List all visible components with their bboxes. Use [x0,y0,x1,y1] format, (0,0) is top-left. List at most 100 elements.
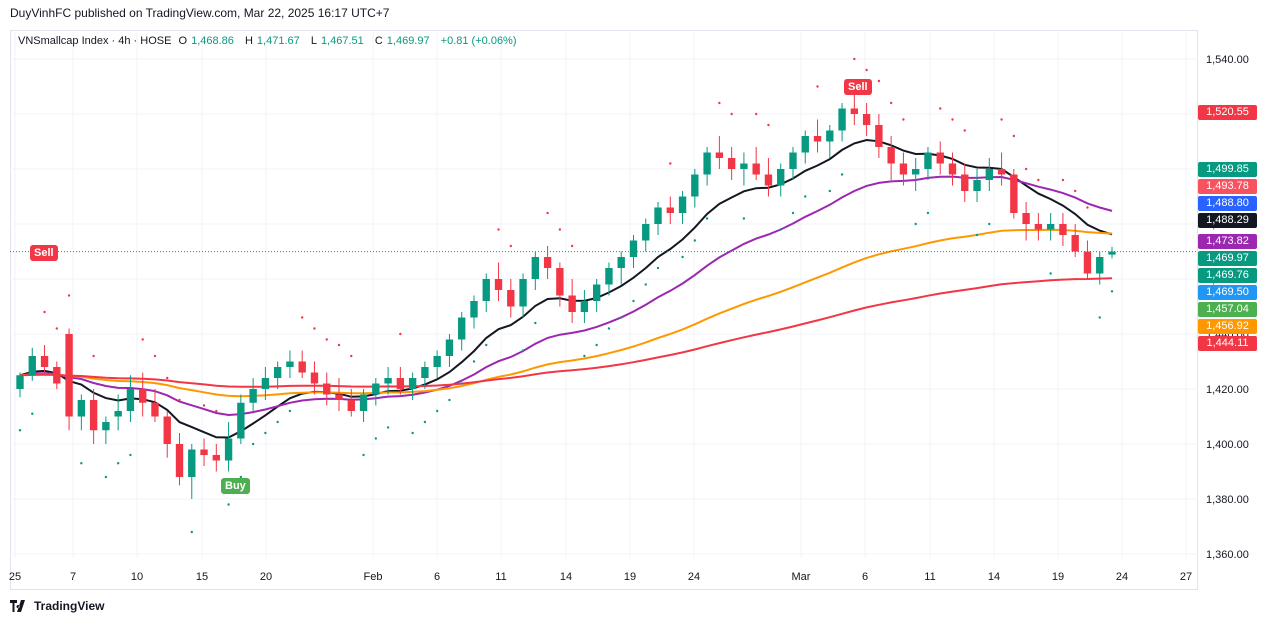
candle-body [654,207,662,224]
x-tick-label: 14 [988,571,1000,583]
band-dot [656,266,660,270]
candle-body [102,422,110,431]
band-dot [350,354,353,358]
signal-sell-label: Sell [844,79,872,95]
x-tick-label: 11 [495,571,506,583]
tradingview-footer[interactable]: TradingView [10,599,104,613]
candle-body [764,174,773,186]
x-tick-label: 6 [862,571,868,583]
band-dot [18,429,22,432]
candle-body [1010,174,1018,213]
price-badge: 1,499.85 [1198,162,1257,178]
candle-body [617,257,625,268]
band-dot [43,310,46,314]
band-dot [570,244,574,248]
band-dot [1024,167,1028,171]
band-dot [178,398,181,402]
candle-body [642,224,650,241]
candle-body [372,383,380,395]
x-tick-label: 6 [434,571,440,583]
band-dot [1037,178,1040,182]
band-dot [1073,189,1077,193]
band-dot [337,343,341,347]
band-dot [276,420,279,424]
candle-body [1022,213,1030,224]
candle-body [850,108,859,114]
candle-body [777,169,785,186]
candle-body [53,367,61,384]
tradingview-logo-icon [10,600,25,612]
band-dot [644,283,647,286]
ohlc-close: C 1,469.97 [374,35,430,47]
band-dot [914,222,917,226]
band-dot [718,101,721,105]
candle-body [752,163,760,175]
band-dot [1000,118,1003,121]
candle-body [789,152,797,169]
candle-body [347,400,355,411]
candle-body [224,438,233,461]
candle-body [568,295,576,312]
candle-body [1083,251,1092,274]
band-dot [497,228,500,231]
band-dot [963,129,966,132]
price-badge: 1,469.50 [1198,284,1257,300]
band-dot [202,404,206,407]
ema-line [19,228,1113,398]
symbol-label[interactable]: VNSmallcap Index · 4h · HOSE [18,35,172,47]
band-dot [877,79,881,83]
band-dot [448,398,451,402]
candle-body [458,317,466,340]
band-dot [1049,272,1052,275]
candle-body [126,389,135,411]
candle-body [1046,224,1055,230]
band-dot [251,442,255,446]
candle-body [1108,251,1116,255]
band-dot [558,228,562,231]
band-dot [485,343,488,347]
x-tick-label: Mar [792,571,811,583]
price-badge: 1,469.97 [1198,250,1257,266]
candle-body [237,402,245,439]
band-dot [693,239,697,242]
band-dot [669,162,672,165]
band-dot [742,217,746,220]
candle-body [813,136,822,142]
price-badge: 1,457.04 [1198,301,1257,317]
band-dot [509,244,512,248]
band-dot [31,412,34,415]
candle-body [887,147,895,164]
price-badge: 1,473.82 [1198,233,1257,249]
x-tick-label: 14 [560,571,572,583]
candle-body [592,284,601,301]
y-tick-label: 1,360.00 [1206,549,1249,561]
candle-body [936,152,944,164]
candle-body [801,136,809,153]
x-tick-label: 20 [260,571,272,583]
ohlc-open: O 1,468.86 [178,35,234,47]
candle-body [273,367,282,378]
candle-body [384,378,392,384]
candle-body [1034,224,1043,230]
candle-body [691,174,699,197]
candle-body [543,257,552,268]
candle-body [973,180,981,191]
candle-body [494,279,503,290]
band-dot [730,112,733,116]
candle-body [188,449,196,477]
candle-body [875,125,883,147]
band-dot [902,118,905,121]
signal-buy-label: Buy [221,478,250,494]
band-dot [988,222,991,226]
band-dot [129,453,132,457]
band-dot [423,420,427,424]
candle-body [924,152,932,169]
candle-body [838,108,846,131]
band-dot [1086,206,1089,209]
candle-body [200,449,208,455]
candle-body [826,130,834,142]
price-badge: 1,488.80 [1198,196,1257,212]
candle-body [666,207,674,213]
band-dot [399,332,402,336]
